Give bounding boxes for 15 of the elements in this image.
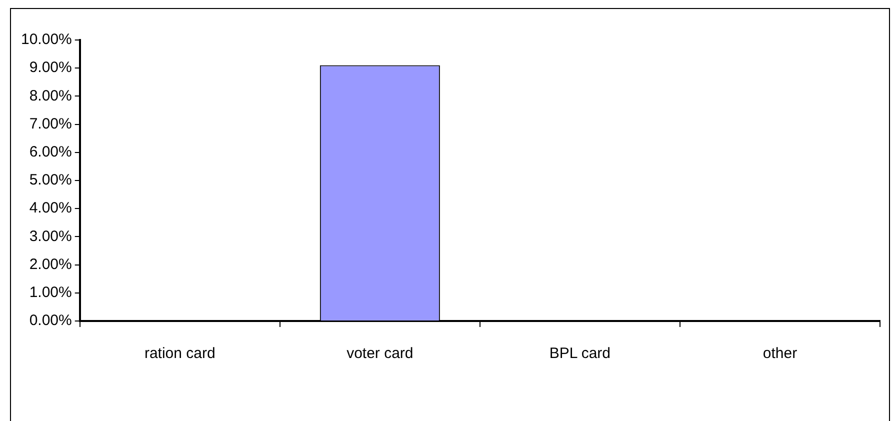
y-tick-label: 10.00% <box>21 31 72 48</box>
y-tick-label: 5.00% <box>29 172 72 189</box>
x-tick-label: other <box>762 345 798 362</box>
y-tick-label: 1.00% <box>29 284 72 302</box>
x-tick-label: voter card <box>346 345 414 362</box>
y-tick-label: 6.00% <box>29 144 72 161</box>
y-tick-label: 0.00% <box>29 312 72 330</box>
y-tick-label: 7.00% <box>29 115 72 132</box>
y-tick-label: 4.00% <box>29 200 72 217</box>
x-tick-label: ration card <box>144 345 216 362</box>
y-tick-label: 2.00% <box>29 256 72 273</box>
x-tick-label: BPL card <box>549 345 611 362</box>
y-tick-label: 9.00% <box>29 59 72 76</box>
y-tick-label: 8.00% <box>29 87 72 104</box>
y-tick-label: 3.00% <box>29 228 72 245</box>
